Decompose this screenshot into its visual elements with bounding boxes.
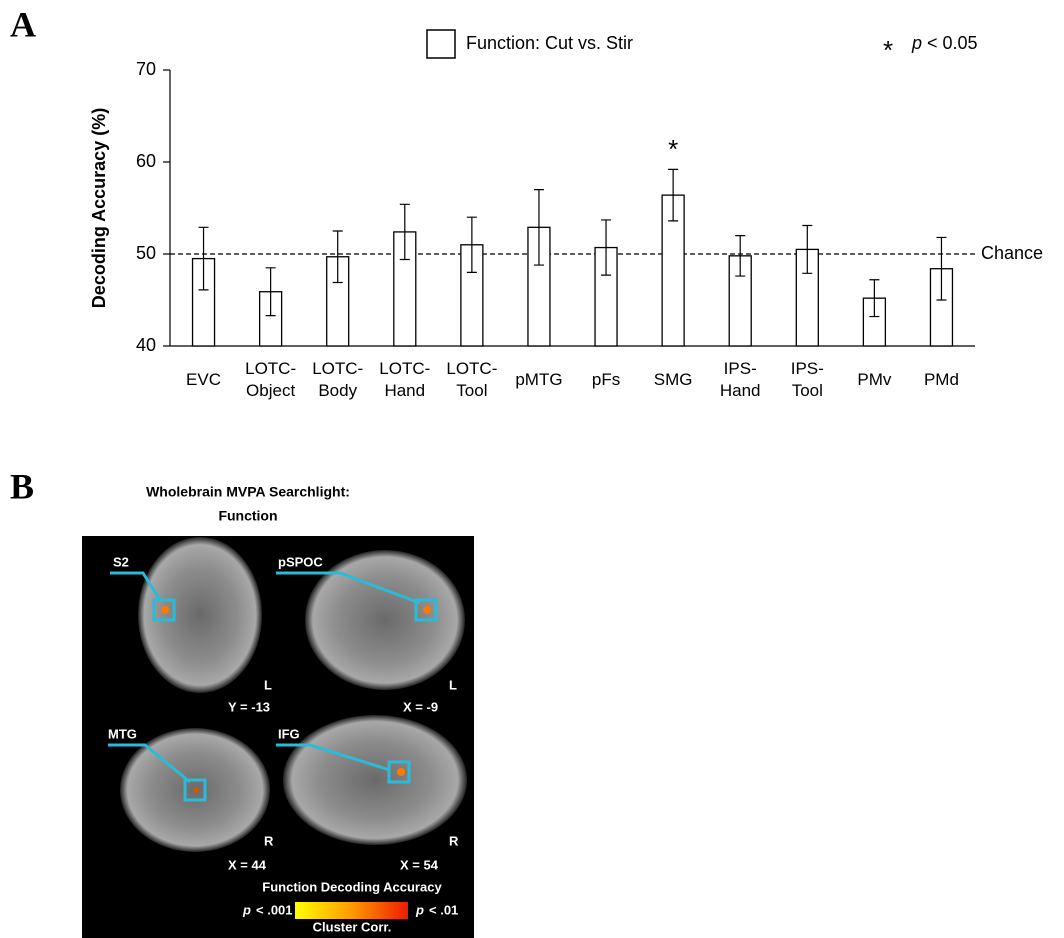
hemisphere: R (449, 833, 459, 848)
significance-marker: * (668, 134, 678, 164)
x-tick-label: PMd (901, 369, 981, 391)
hemisphere: L (264, 677, 272, 692)
colorbar-title: Function Decoding Accuracy (262, 879, 442, 894)
hemisphere: L (449, 677, 457, 692)
coordinate: X = -9 (403, 699, 438, 714)
hemisphere: R (264, 833, 274, 848)
coordinate: Y = -13 (228, 699, 270, 714)
colorbar-note: Cluster Corr. (313, 919, 392, 934)
y-tick-label: 40 (136, 335, 156, 355)
coordinate: X = 44 (228, 857, 267, 872)
y-tick-label: 50 (136, 243, 156, 263)
y-axis-label: Decoding Accuracy (%) (89, 108, 109, 308)
region-label: MTG (108, 726, 137, 741)
colorbar-high-p: p (415, 902, 424, 917)
region-label: pSPOC (278, 554, 323, 569)
region-label: IFG (278, 726, 300, 741)
panel-title: Function (218, 508, 277, 524)
legend-p: p (911, 33, 922, 53)
colorbar-low: < .001 (256, 902, 293, 917)
panel-label: A (10, 4, 36, 44)
chance-label: Chance (981, 243, 1043, 263)
legend-marker: * (883, 35, 893, 65)
page: A Decoding Accuracy (%) Function: Cut vs… (0, 0, 1064, 938)
chart: A Decoding Accuracy (%) Function: Cut vs… (0, 0, 1064, 938)
region-label: S2 (113, 554, 129, 569)
panel-title: Wholebrain MVPA Searchlight: (146, 484, 350, 500)
panel-label: B (10, 466, 34, 506)
colorbar-low-p: p (242, 902, 251, 917)
coordinate: X = 54 (400, 857, 439, 872)
legend-text: < 0.05 (927, 33, 978, 53)
y-tick-label: 60 (136, 151, 156, 171)
y-tick-label: 70 (136, 59, 156, 79)
colorbar-high: < .01 (429, 902, 458, 917)
legend-swatch (427, 30, 455, 58)
legend-label: Function: Cut vs. Stir (466, 33, 633, 53)
